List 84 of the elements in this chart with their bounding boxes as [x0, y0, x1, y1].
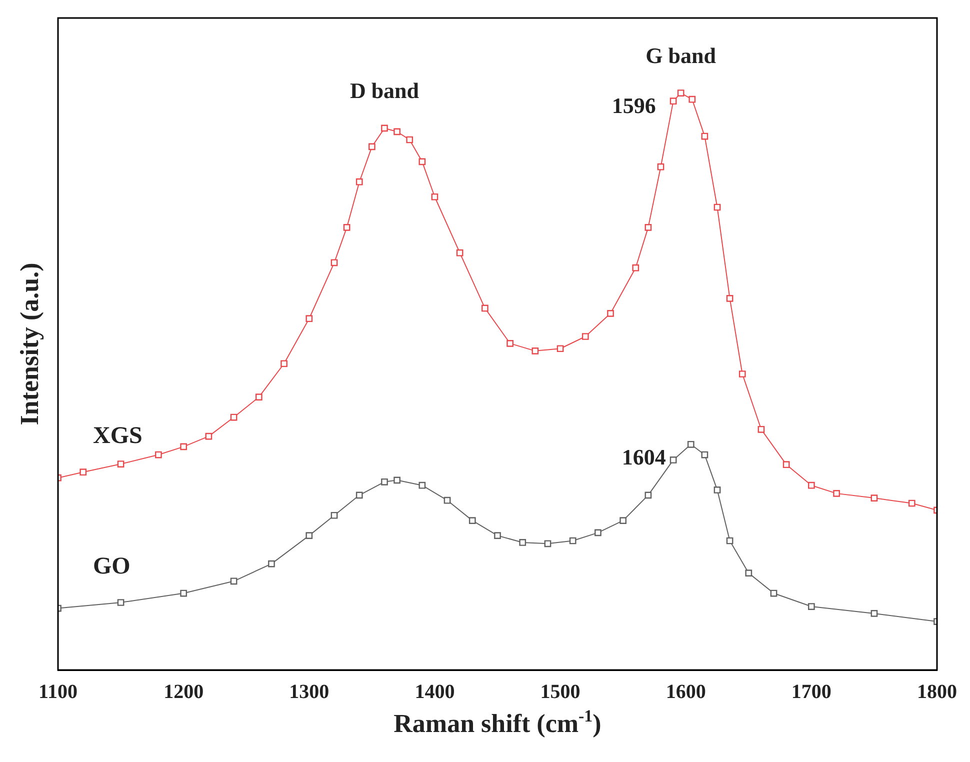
point	[330, 259, 338, 266]
point	[444, 496, 451, 504]
point	[738, 370, 746, 378]
point	[431, 193, 438, 200]
annotation: 1596	[612, 93, 656, 118]
x-tick-label: 1500	[540, 681, 580, 704]
point	[701, 451, 708, 458]
y-axis-title: Intensity (a.u.)	[15, 262, 44, 426]
x-tick-label: 1100	[38, 681, 78, 704]
point	[544, 540, 552, 548]
point	[280, 360, 288, 368]
point	[556, 345, 564, 352]
point	[306, 532, 313, 539]
point	[205, 432, 212, 440]
series-label: GO	[93, 553, 130, 580]
point	[356, 492, 363, 499]
point	[368, 143, 376, 150]
point	[870, 494, 878, 502]
point	[519, 539, 526, 546]
annotation: 1604	[622, 444, 666, 470]
point	[833, 490, 840, 497]
point	[714, 486, 721, 494]
point	[808, 482, 815, 489]
annotation: D band	[350, 78, 420, 104]
point	[330, 512, 338, 519]
point	[155, 451, 162, 458]
point	[657, 163, 664, 170]
x-tick-label: 1400	[414, 681, 455, 704]
point	[180, 443, 187, 450]
point	[745, 570, 752, 576]
point	[582, 333, 589, 340]
point	[808, 603, 815, 610]
point	[230, 578, 238, 585]
point	[670, 98, 677, 105]
point	[506, 340, 514, 347]
point	[607, 310, 614, 317]
point	[701, 132, 708, 140]
x-tick-label: 1200	[164, 681, 204, 704]
point	[418, 158, 426, 166]
point	[356, 178, 363, 186]
point	[908, 500, 916, 507]
point	[80, 468, 87, 476]
point	[632, 264, 640, 272]
annotation: G band	[646, 43, 716, 68]
point	[770, 590, 778, 597]
x-tick-label: 1800	[917, 681, 957, 704]
point	[644, 492, 652, 499]
point	[687, 440, 694, 448]
point	[726, 537, 734, 544]
point	[230, 414, 238, 421]
point	[180, 590, 187, 597]
point	[688, 96, 696, 103]
x-tick-label: 1700	[791, 681, 832, 704]
point	[677, 90, 684, 96]
x-tick-label: 1600	[666, 681, 706, 704]
point	[620, 517, 626, 524]
point	[306, 315, 313, 322]
point	[418, 482, 426, 489]
point	[381, 124, 388, 132]
point	[343, 224, 350, 231]
x-tick-label: 1300	[289, 681, 330, 704]
point	[394, 128, 400, 136]
point	[532, 347, 539, 354]
point	[117, 460, 124, 468]
point	[494, 532, 501, 539]
point	[569, 537, 576, 544]
point	[594, 529, 602, 536]
point	[726, 294, 734, 302]
point	[670, 456, 677, 464]
point	[117, 599, 124, 606]
point	[255, 394, 262, 401]
point	[406, 136, 414, 144]
point	[714, 204, 721, 211]
point	[381, 478, 388, 486]
series-label: XGS	[93, 422, 142, 449]
point	[268, 560, 275, 568]
point	[644, 224, 652, 231]
point	[758, 426, 765, 433]
point	[782, 461, 790, 468]
point	[468, 517, 476, 524]
point	[456, 249, 464, 256]
point	[482, 304, 488, 312]
point	[870, 610, 878, 617]
point	[394, 476, 400, 484]
